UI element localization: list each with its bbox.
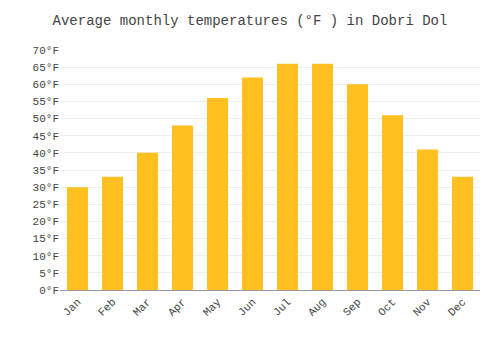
svg-text:Jul: Jul (271, 296, 293, 318)
svg-text:Aug: Aug (306, 296, 328, 318)
svg-text:0°F: 0°F (39, 285, 59, 297)
svg-text:Jan: Jan (61, 296, 83, 318)
svg-text:35°F: 35°F (33, 165, 59, 177)
svg-text:5°F: 5°F (39, 268, 59, 280)
svg-text:25°F: 25°F (33, 199, 59, 211)
svg-text:Dec: Dec (446, 296, 468, 318)
svg-text:Jun: Jun (236, 296, 258, 318)
svg-text:70°F: 70°F (33, 45, 59, 57)
svg-text:50°F: 50°F (33, 113, 59, 125)
svg-text:10°F: 10°F (33, 251, 59, 263)
svg-text:Average monthly temperatures (: Average monthly temperatures (°F ) in Do… (53, 13, 448, 29)
svg-text:Feb: Feb (96, 296, 118, 318)
svg-text:May: May (201, 296, 224, 319)
svg-text:55°F: 55°F (33, 96, 59, 108)
svg-text:30°F: 30°F (33, 182, 59, 194)
svg-text:60°F: 60°F (33, 79, 59, 91)
svg-text:65°F: 65°F (33, 62, 59, 74)
svg-text:Oct: Oct (376, 296, 398, 318)
svg-text:45°F: 45°F (33, 131, 59, 143)
svg-text:Sep: Sep (341, 296, 363, 318)
svg-text:Mar: Mar (131, 296, 153, 318)
svg-text:Nov: Nov (411, 296, 434, 319)
svg-text:20°F: 20°F (33, 216, 59, 228)
svg-text:40°F: 40°F (33, 148, 59, 160)
svg-text:15°F: 15°F (33, 233, 59, 245)
svg-text:Apr: Apr (166, 296, 188, 318)
